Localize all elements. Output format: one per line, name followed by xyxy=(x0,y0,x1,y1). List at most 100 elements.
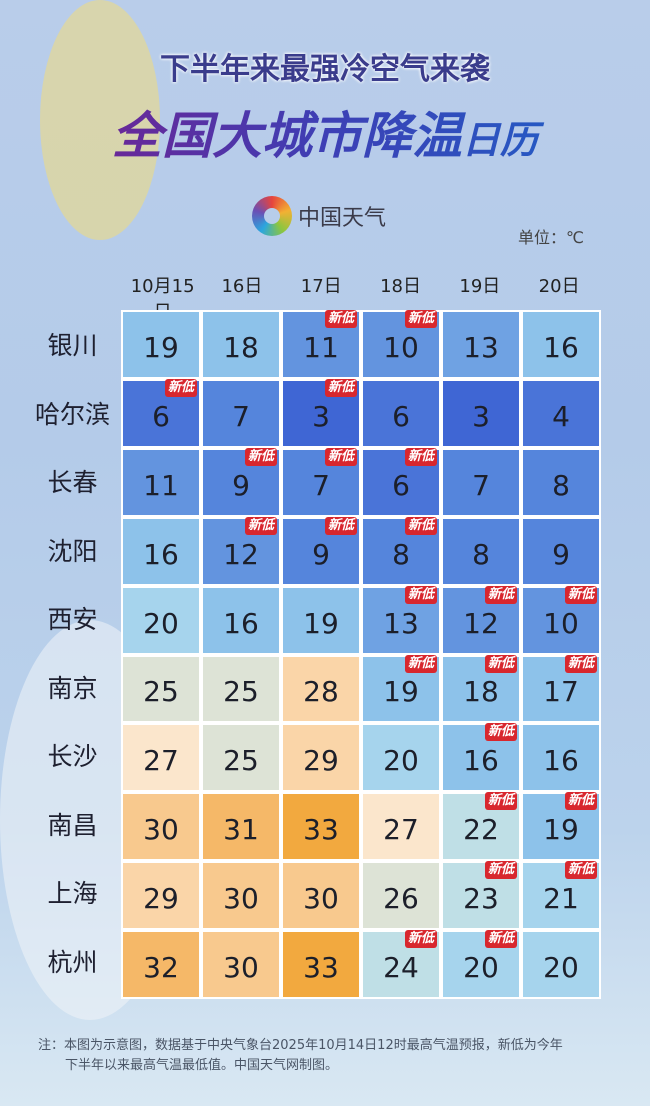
cell-value: 20 xyxy=(463,951,499,985)
heatmap-cell: 9 xyxy=(523,518,599,584)
cell-value: 3 xyxy=(472,399,490,433)
row-header-city: 长春 xyxy=(47,468,98,497)
footnote-line-1: 注：本图为示意图，数据基于中央气象台2025年10月14日12时最高气温预报，新… xyxy=(38,1038,563,1053)
cell-value: 7 xyxy=(312,468,330,502)
cell-value: 10 xyxy=(543,606,579,640)
column-header: 19日 xyxy=(459,276,501,297)
cell-value: 23 xyxy=(463,882,499,916)
column-header: 18日 xyxy=(380,276,421,297)
heatmap-cell: 27 xyxy=(363,794,439,860)
heatmap-cell: 33 xyxy=(283,794,359,860)
logo: 中国天气 xyxy=(252,196,386,236)
cell-value: 20 xyxy=(143,606,179,640)
heatmap-cell: 29 xyxy=(123,863,199,929)
new-low-badge: 新低 xyxy=(404,447,437,466)
cell-value: 6 xyxy=(392,399,410,433)
column-header: 16日 xyxy=(221,276,263,297)
cell-value: 9 xyxy=(312,537,330,571)
heatmap-cell: 18 新低 xyxy=(443,654,519,722)
new-low-badge: 新低 xyxy=(164,378,197,397)
cell-value: 7 xyxy=(472,468,490,502)
cell-value: 22 xyxy=(463,813,499,847)
heatmap-cell: 19 xyxy=(283,587,359,653)
cell-value: 9 xyxy=(232,468,250,502)
heatmap-cell: 20 xyxy=(123,587,199,653)
cell-value: 7 xyxy=(232,399,250,433)
heatmap-cell: 16 xyxy=(123,518,199,584)
cell-value: 30 xyxy=(223,882,259,916)
cell-value: 3 xyxy=(312,399,330,433)
title-small: 日历 xyxy=(461,118,538,162)
new-low-badge: 新低 xyxy=(404,654,437,673)
heatmap-cell: 25 xyxy=(123,656,199,722)
heatmap-cell: 16 新低 xyxy=(443,723,519,791)
heatmap-cell: 25 xyxy=(203,656,279,722)
heatmap-cell: 9 新低 xyxy=(203,447,279,515)
cell-value: 4 xyxy=(552,399,570,433)
new-low-badge: 新低 xyxy=(564,792,597,811)
heatmap-cell: 13 新低 xyxy=(363,585,439,653)
heatmap-cell: 3 xyxy=(443,380,519,446)
cell-value: 28 xyxy=(303,675,339,709)
row-header-city: 上海 xyxy=(47,879,98,908)
heatmap-cell: 31 xyxy=(203,794,279,860)
heatmap-cell: 29 xyxy=(283,725,359,791)
heatmap-cell: 30 xyxy=(203,932,279,997)
new-low-badge: 新低 xyxy=(484,723,517,742)
cell-value: 30 xyxy=(223,951,259,985)
heatmap-cell: 11 新低 xyxy=(283,310,359,377)
cell-value: 29 xyxy=(303,744,339,778)
cell-value: 8 xyxy=(552,468,570,502)
row-header-city: 长沙 xyxy=(47,742,98,771)
logo-pinwheel-icon xyxy=(252,196,292,236)
cell-value: 17 xyxy=(543,675,579,709)
new-low-badge: 新低 xyxy=(484,861,517,880)
temperature-grid: 19 18 11 新低 10 新低 13 16 6 新低 7 3 新低 6 3 4 11 9 新低 7 新低 6 新低 7 8 1… xyxy=(121,310,601,999)
new-low-badge: 新低 xyxy=(484,585,517,604)
cell-value: 18 xyxy=(223,330,259,364)
cell-value: 19 xyxy=(303,606,339,640)
heatmap-cell: 30 xyxy=(283,863,359,929)
cell-value: 6 xyxy=(152,399,170,433)
cell-value: 26 xyxy=(383,882,419,916)
cell-value: 9 xyxy=(552,537,570,571)
heatmap-cell: 16 xyxy=(203,587,279,653)
heatmap-cell: 26 xyxy=(363,863,439,929)
cell-value: 13 xyxy=(383,606,419,640)
cell-value: 8 xyxy=(472,537,490,571)
heatmap-cell: 28 xyxy=(283,656,359,722)
cell-value: 25 xyxy=(143,675,179,709)
heatmap-cell: 6 xyxy=(363,380,439,446)
heatmap-cell: 3 新低 xyxy=(283,378,359,446)
heatmap-cell: 8 xyxy=(523,449,599,515)
cell-value: 16 xyxy=(543,744,579,778)
heatmap-cell: 33 xyxy=(283,932,359,997)
new-low-badge: 新低 xyxy=(244,516,277,535)
cell-value: 25 xyxy=(223,744,259,778)
row-header-city: 南京 xyxy=(47,673,98,703)
title-main: 全国大城市降温 xyxy=(111,107,462,165)
cell-value: 11 xyxy=(143,468,179,502)
heatmap-cell: 6 新低 xyxy=(123,378,199,446)
page-title: 全国大城市降温日历 xyxy=(20,96,630,168)
new-low-badge: 新低 xyxy=(564,585,597,604)
background-decoration xyxy=(40,0,160,240)
footnote: 注：本图为示意图，数据基于中央气象台2025年10月14日12时最高气温预报，新… xyxy=(38,1036,613,1076)
heatmap-cell: 30 xyxy=(203,863,279,929)
new-low-badge: 新低 xyxy=(564,861,597,880)
heatmap-cell: 16 xyxy=(523,725,599,791)
heatmap-cell: 18 xyxy=(203,312,279,377)
new-low-badge: 新低 xyxy=(324,378,357,397)
row-header-city: 哈尔滨 xyxy=(34,399,110,429)
heatmap-cell: 6 新低 xyxy=(363,447,439,515)
cell-value: 20 xyxy=(543,951,579,985)
cell-value: 24 xyxy=(383,951,419,985)
cell-value: 30 xyxy=(143,813,179,847)
cell-value: 16 xyxy=(463,744,499,778)
row-header-city: 沈阳 xyxy=(47,536,98,566)
heatmap-cell: 19 新低 xyxy=(363,654,439,722)
cell-value: 33 xyxy=(303,813,339,847)
cell-value: 6 xyxy=(392,468,410,502)
cell-value: 12 xyxy=(463,606,499,640)
cell-value: 29 xyxy=(143,882,179,916)
